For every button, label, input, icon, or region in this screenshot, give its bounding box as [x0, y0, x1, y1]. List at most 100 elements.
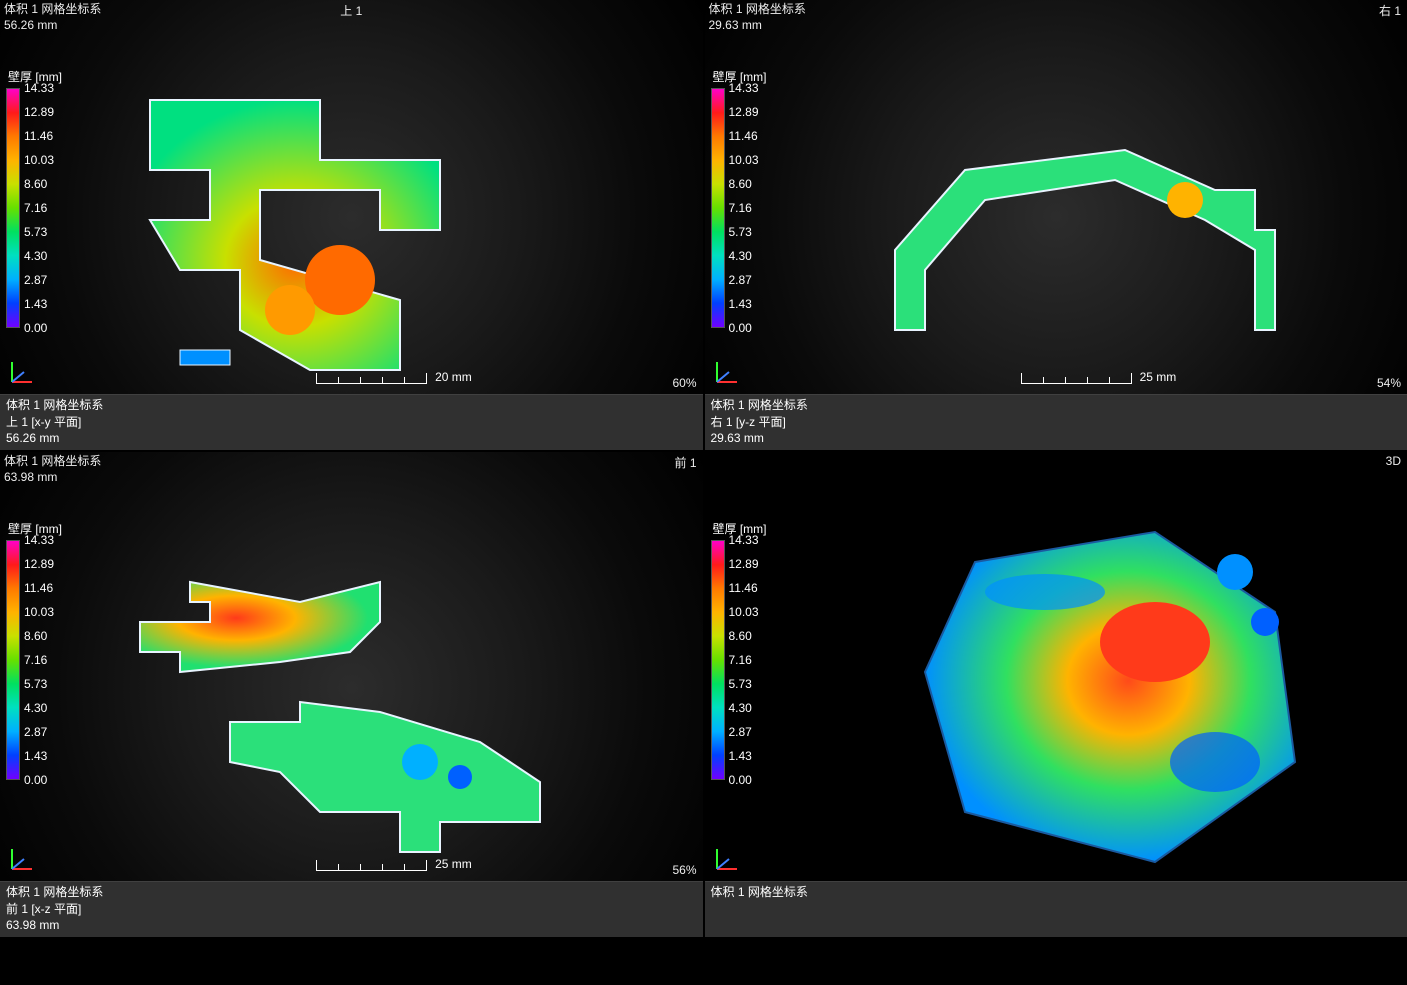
legend-tick: 11.46	[24, 129, 53, 143]
legend-tick: 11.46	[24, 581, 53, 595]
legend-tick: 8.60	[24, 177, 47, 191]
zoom-label: 56%	[672, 863, 696, 877]
footer-coordsys: 体积 1 网格坐标系	[6, 884, 697, 900]
legend-tick: 11.46	[729, 581, 758, 595]
legend-tick: 7.16	[729, 653, 752, 667]
legend-tick: 7.16	[24, 201, 47, 215]
panel-footer: 体积 1 网格坐标系	[705, 881, 1407, 937]
legend-tick: 4.30	[729, 249, 752, 263]
scale-bar: 25 mm	[316, 857, 472, 871]
color-legend: 壁厚 [mm]14.3312.8911.4610.038.607.165.734…	[6, 520, 64, 780]
footer-position: 29.63 mm	[711, 430, 1402, 446]
view-name-label: 3D	[1386, 454, 1401, 468]
section-visualization	[120, 562, 580, 862]
legend-tick: 4.30	[729, 701, 752, 715]
legend-tick: 0.00	[24, 773, 47, 787]
header-label: 体积 1 网格坐标系 56.26 mm	[4, 2, 101, 33]
footer-coordsys: 体积 1 网格坐标系	[711, 397, 1402, 413]
footer-blank2	[711, 917, 1402, 933]
legend-tick: 11.46	[729, 129, 758, 143]
legend-tick: 1.43	[729, 297, 752, 311]
legend-tick: 2.87	[729, 725, 752, 739]
zoom-label: 60%	[672, 376, 696, 390]
legend-tick: 14.33	[24, 533, 54, 547]
view-area-top[interactable]: 体积 1 网格坐标系 56.26 mm 上 1 壁厚 [mm]14.3312.8…	[0, 0, 703, 394]
legend-tick: 1.43	[24, 749, 47, 763]
legend-color-bar	[6, 540, 20, 780]
scalebar-label: 20 mm	[435, 370, 472, 384]
legend-tick: 4.30	[24, 249, 47, 263]
slice-position-label: 29.63 mm	[709, 18, 806, 34]
slice-position-label: 63.98 mm	[4, 470, 101, 486]
view-area-front[interactable]: 体积 1 网格坐标系 63.98 mm 前 1 壁厚 [mm]14.3312.8…	[0, 452, 703, 881]
legend-tick: 5.73	[729, 225, 752, 239]
legend-tick: 8.60	[729, 177, 752, 191]
view-name-label: 上 1	[340, 2, 362, 19]
legend-tick: 10.03	[729, 605, 759, 619]
view-name-label: 前 1	[674, 454, 696, 471]
view-name-label: 右 1	[1379, 2, 1401, 19]
scale-bar: 25 mm	[1021, 370, 1177, 384]
footer-coordsys: 体积 1 网格坐标系	[711, 884, 1402, 900]
axis-gizmo[interactable]	[711, 845, 741, 875]
panel-footer: 体积 1 网格坐标系 上 1 [x-y 平面] 56.26 mm	[0, 394, 703, 450]
legend-color-bar	[6, 88, 20, 328]
color-legend: 壁厚 [mm]14.3312.8911.4610.038.607.165.734…	[6, 68, 64, 328]
axis-gizmo[interactable]	[6, 358, 36, 388]
footer-blank	[711, 901, 1402, 917]
legend-tick: 8.60	[729, 629, 752, 643]
axis-gizmo[interactable]	[6, 845, 36, 875]
legend-tick: 0.00	[729, 321, 752, 335]
legend-color-bar	[711, 540, 725, 780]
view-area-right[interactable]: 体积 1 网格坐标系 29.63 mm 右 1 壁厚 [mm]14.3312.8…	[705, 0, 1407, 394]
color-legend: 壁厚 [mm]14.3312.8911.4610.038.607.165.734…	[711, 68, 769, 328]
coordsys-label: 体积 1 网格坐标系	[4, 454, 101, 470]
scalebar-label: 25 mm	[1140, 370, 1177, 384]
header-label: 体积 1 网格坐标系 29.63 mm	[709, 2, 806, 33]
footer-plane: 右 1 [y-z 平面]	[711, 414, 1402, 430]
scalebar-ruler	[316, 373, 427, 384]
legend-tick: 12.89	[729, 105, 759, 119]
legend-tick: 14.33	[729, 81, 759, 95]
legend-tick: 7.16	[729, 201, 752, 215]
section-visualization	[875, 130, 1315, 370]
header-label: 体积 1 网格坐标系 63.98 mm	[4, 454, 101, 485]
scalebar-ruler	[316, 860, 427, 871]
section-visualization	[120, 70, 540, 390]
scalebar-label: 25 mm	[435, 857, 472, 871]
legend-tick: 2.87	[729, 273, 752, 287]
slice-position-label: 56.26 mm	[4, 18, 101, 34]
footer-position: 63.98 mm	[6, 917, 697, 933]
scalebar-ruler	[1021, 373, 1132, 384]
legend-tick: 5.73	[729, 677, 752, 691]
view-area-3d[interactable]: 3D 壁厚 [mm]14.3312.8911.4610.038.607.165.…	[705, 452, 1407, 881]
legend-tick: 4.30	[24, 701, 47, 715]
color-legend: 壁厚 [mm]14.3312.8911.4610.038.607.165.734…	[711, 520, 769, 780]
legend-tick: 10.03	[24, 605, 54, 619]
legend-tick: 5.73	[24, 677, 47, 691]
panel-bottom-right: 3D 壁厚 [mm]14.3312.8911.4610.038.607.165.…	[705, 452, 1407, 937]
legend-tick: 0.00	[24, 321, 47, 335]
coordsys-label: 体积 1 网格坐标系	[709, 2, 806, 18]
legend-tick: 2.87	[24, 273, 47, 287]
panel-footer: 体积 1 网格坐标系 前 1 [x-z 平面] 63.98 mm	[0, 881, 703, 937]
panel-bottom-left: 体积 1 网格坐标系 63.98 mm 前 1 壁厚 [mm]14.3312.8…	[0, 452, 703, 937]
legend-tick: 2.87	[24, 725, 47, 739]
legend-tick: 14.33	[24, 81, 54, 95]
footer-plane: 前 1 [x-z 平面]	[6, 901, 697, 917]
footer-coordsys: 体积 1 网格坐标系	[6, 397, 697, 413]
zoom-label: 54%	[1377, 376, 1401, 390]
legend-tick: 0.00	[729, 773, 752, 787]
scale-bar: 20 mm	[316, 370, 472, 384]
legend-tick: 10.03	[729, 153, 759, 167]
legend-color-bar	[711, 88, 725, 328]
panel-footer: 体积 1 网格坐标系 右 1 [y-z 平面] 29.63 mm	[705, 394, 1407, 450]
model-3d-visualization	[855, 502, 1335, 882]
coordsys-label: 体积 1 网格坐标系	[4, 2, 101, 18]
axis-gizmo[interactable]	[711, 358, 741, 388]
legend-tick: 12.89	[24, 105, 54, 119]
legend-tick: 10.03	[24, 153, 54, 167]
panel-top-right: 体积 1 网格坐标系 29.63 mm 右 1 壁厚 [mm]14.3312.8…	[705, 0, 1407, 450]
legend-tick: 12.89	[24, 557, 54, 571]
footer-plane: 上 1 [x-y 平面]	[6, 414, 697, 430]
